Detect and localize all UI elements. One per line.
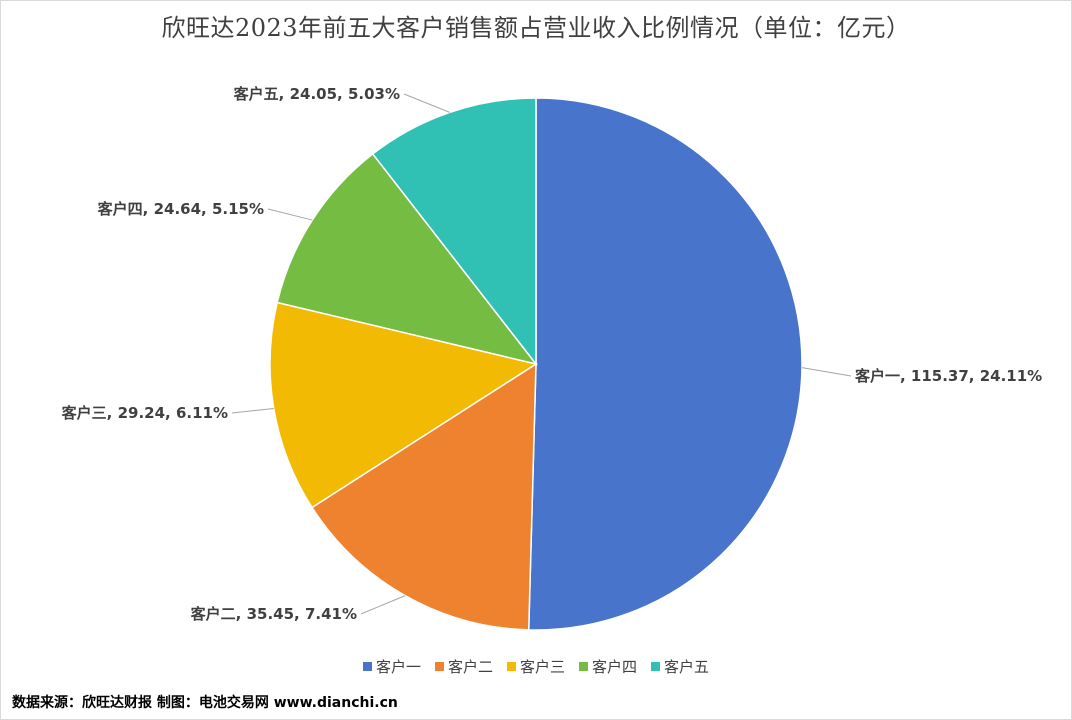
leader-line-3 [231, 408, 274, 414]
leader-line-2 [360, 595, 406, 615]
legend-item-3: 客户三 [506, 656, 565, 677]
pie-slice-2 [310, 362, 537, 631]
source-note: 数据来源：欣旺达财报 制图：电池交易网 www.dianchi.cn [12, 695, 398, 711]
chart-legend: 客户一 客户二 客户三 客户四 客户五 [0, 656, 1072, 677]
legend-swatch-4 [579, 662, 588, 671]
data-label-5: 客户五, 24.05, 5.03% [233, 85, 400, 103]
legend-item-5: 客户五 [651, 656, 709, 677]
leader-line-4 [267, 208, 313, 221]
pie-slice-5 [371, 97, 537, 367]
data-label-4: 客户四, 24.64, 5.15% [97, 200, 264, 218]
legend-item-2: 客户二 [434, 656, 493, 677]
legend-item-1: 客户一 [362, 656, 421, 677]
pie-slice-4 [276, 152, 538, 366]
legend-label-1: 客户一 [375, 658, 421, 676]
data-label-1: 客户一, 115.37, 24.11% [854, 367, 1042, 385]
pie-slice-1 [527, 97, 803, 631]
data-label-3: 客户三, 29.24, 6.11% [61, 404, 228, 422]
legend-item-4: 客户四 [579, 656, 637, 677]
chart-title: 欣旺达2023年前五大客户销售额占营业收入比例情况（单位：亿元） [161, 14, 911, 42]
legend-label-4: 客户四 [592, 658, 638, 676]
legend-swatch-1 [362, 662, 372, 671]
pie-slice-3 [269, 301, 538, 509]
legend-label-2: 客户二 [447, 658, 493, 676]
data-label-2: 客户二, 35.45, 7.41% [190, 605, 357, 623]
legend-swatch-3 [506, 662, 516, 671]
leader-line-5 [403, 93, 450, 113]
legend-swatch-5 [651, 662, 661, 671]
legend-label-5: 客户五 [664, 658, 710, 676]
leader-line-1 [801, 367, 852, 377]
legend-swatch-2 [434, 662, 444, 671]
legend-label-3: 客户三 [519, 658, 565, 676]
